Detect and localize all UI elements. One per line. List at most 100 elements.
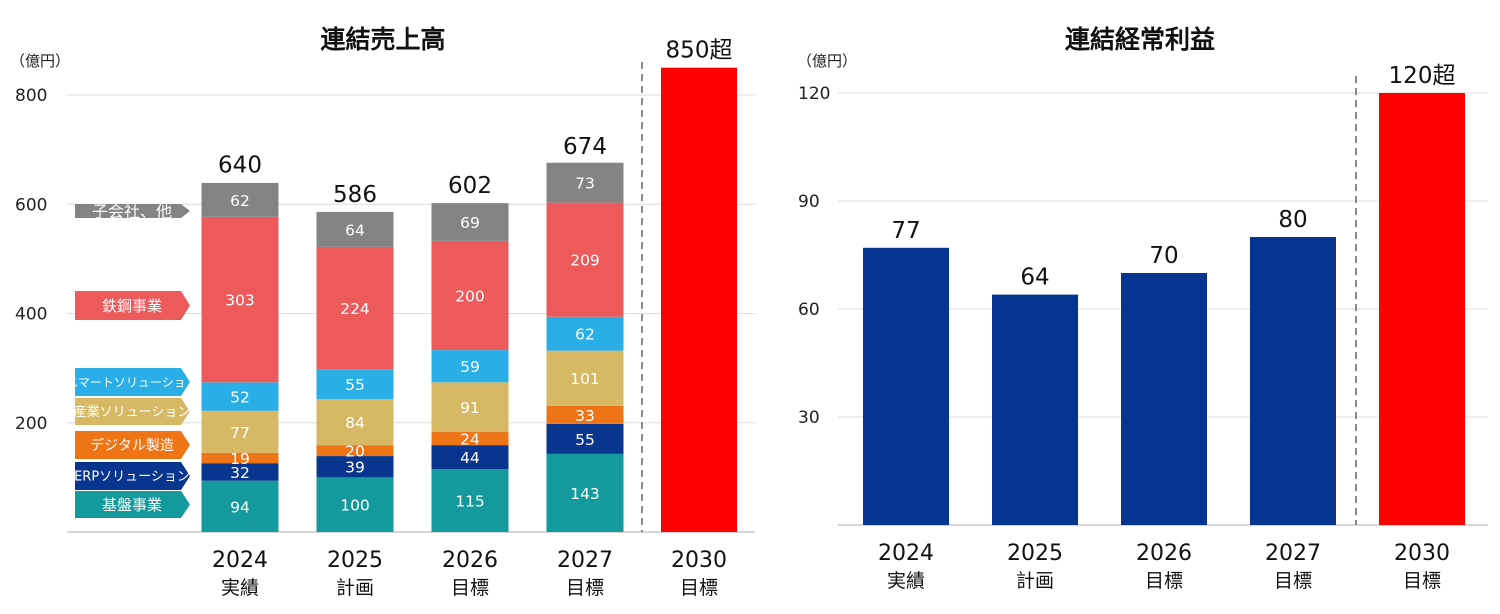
bar <box>863 247 949 526</box>
x-tick-sublabel: 目標 <box>1145 570 1183 592</box>
segment-value-label: 59 <box>460 358 480 376</box>
segment-value-label: 33 <box>575 407 595 425</box>
legend-label: ERPソリューション <box>74 470 190 485</box>
bar-segment <box>546 162 624 203</box>
bar-segment <box>201 452 279 464</box>
left-unit-label: （億円） <box>10 52 70 70</box>
legend-label: スマートソリューション <box>66 375 197 389</box>
segment-value-label: 55 <box>575 431 595 449</box>
x-tick-sublabel: 計画 <box>1016 570 1054 592</box>
x-tick-label: 2027 <box>557 548 613 573</box>
x-tick-label: 2026 <box>1136 541 1192 566</box>
segment-value-label: 224 <box>340 300 370 318</box>
x-tick-label: 2024 <box>212 548 268 573</box>
bar <box>992 294 1078 525</box>
segment-value-label: 24 <box>460 431 480 449</box>
segment-value-label: 52 <box>230 389 250 407</box>
bar-segment <box>546 405 624 424</box>
legend-tag <box>75 204 190 218</box>
x-tick-sublabel: 目標 <box>566 577 604 599</box>
y-tick-label: 30 <box>798 408 820 428</box>
segment-value-label: 303 <box>225 292 255 310</box>
bar-segment <box>316 211 394 247</box>
x-tick-sublabel: 目標 <box>680 577 718 599</box>
segment-value-label: 200 <box>455 287 485 305</box>
x-tick-sublabel: 目標 <box>1403 570 1441 592</box>
sales-chart: 2004006008009432197752303626402024実績1003… <box>15 38 755 599</box>
y-tick-label: 400 <box>15 305 47 325</box>
bar-segment <box>201 480 279 532</box>
bar <box>1121 273 1207 525</box>
segment-value-label: 115 <box>455 493 485 511</box>
segment-value-label: 44 <box>460 449 480 467</box>
legend-label: 基盤事業 <box>102 496 162 514</box>
y-tick-label: 600 <box>15 195 47 215</box>
bar-segment <box>316 477 394 532</box>
segment-value-label: 62 <box>575 326 595 344</box>
x-tick-sublabel: 計画 <box>336 577 374 599</box>
segment-value-label: 91 <box>460 399 480 417</box>
x-tick-label: 2025 <box>327 548 383 573</box>
x-tick-sublabel: 目標 <box>451 577 489 599</box>
bar-segment <box>431 445 509 470</box>
bar-segment <box>431 469 509 532</box>
x-tick-sublabel: 目標 <box>1274 570 1312 592</box>
bar-segment <box>201 182 279 217</box>
x-tick-label: 2027 <box>1265 541 1321 566</box>
x-tick-sublabel: 実績 <box>887 570 925 592</box>
y-tick-label: 60 <box>798 300 820 320</box>
profit-chart: 30 60 90 120 77 2024 実績 64 2025 計画 70 2026 目標 80 2027 目… <box>798 63 1488 592</box>
segment-value-label: 64 <box>345 221 365 239</box>
bar-total-label: 602 <box>448 173 492 199</box>
legend-label: 子会社、他 <box>92 202 172 221</box>
bar-segment <box>201 410 279 453</box>
bar-segment <box>546 316 624 351</box>
bar-segment <box>316 445 394 457</box>
legend-label: 産業ソリューション <box>74 404 191 420</box>
segment-value-label: 62 <box>230 192 250 210</box>
segment-value-label: 55 <box>345 376 365 394</box>
legend-tag <box>75 398 190 425</box>
bar-segment <box>431 203 509 241</box>
segment-value-label: 32 <box>230 464 250 482</box>
bar-segment <box>546 453 624 532</box>
segment-value-label: 84 <box>345 414 365 432</box>
legend-label: 鉄鋼事業 <box>102 297 162 315</box>
segment-value-label: 209 <box>570 252 600 270</box>
x-tick-sublabel: 実績 <box>221 577 259 599</box>
left-chart-title: 連結売上高 <box>320 25 445 54</box>
segment-value-label: 77 <box>230 424 250 442</box>
x-tick-label: 2025 <box>1007 541 1063 566</box>
bar-value-label: 64 <box>1020 265 1049 291</box>
right-chart-title: 連結経常利益 <box>1065 25 1215 54</box>
bar-segment <box>316 399 394 446</box>
x-tick-label: 2024 <box>878 541 934 566</box>
segment-value-label: 94 <box>230 498 250 516</box>
target-bar <box>661 67 737 532</box>
bar-segment <box>546 350 624 406</box>
x-tick-label: 2030 <box>671 548 727 573</box>
bar-segment <box>431 240 509 351</box>
bar-total-label: 640 <box>218 152 262 178</box>
bar-segment <box>201 216 279 383</box>
y-tick-label: 90 <box>798 192 820 212</box>
bar-segment <box>316 246 394 370</box>
target-bar <box>1379 93 1465 525</box>
segment-value-label: 73 <box>575 175 595 193</box>
bar-segment <box>431 350 509 383</box>
x-tick-label: 2030 <box>1394 541 1450 566</box>
segment-value-label: 20 <box>345 443 365 461</box>
bar-segment <box>431 382 509 433</box>
bar-value-label: 120超 <box>1389 63 1456 89</box>
legend-tag <box>75 291 190 320</box>
bar-segment <box>546 202 624 317</box>
bar-value-label: 70 <box>1149 243 1178 269</box>
bar-segment <box>316 369 394 400</box>
segment-value-label: 101 <box>570 370 600 388</box>
segment-value-label: 143 <box>570 485 600 503</box>
bar-total-label: 586 <box>333 182 377 208</box>
bar-segment <box>201 463 279 481</box>
segment-value-label: 19 <box>230 450 250 468</box>
bar-total-label: 850超 <box>666 38 733 64</box>
legend-tag <box>75 462 190 490</box>
